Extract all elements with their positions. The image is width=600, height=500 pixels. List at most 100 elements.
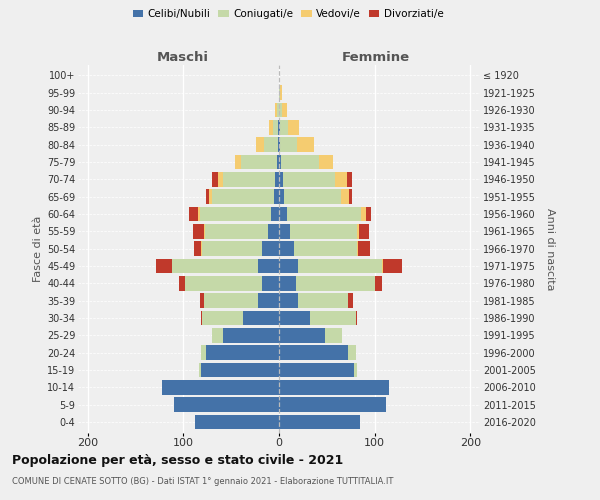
Bar [361, 206, 366, 222]
Bar [280, 120, 287, 135]
Bar [325, 328, 342, 343]
Bar [278, 120, 279, 135]
Bar [209, 190, 212, 204]
Text: Maschi: Maschi [157, 51, 209, 64]
Bar [341, 190, 349, 204]
Bar [279, 154, 281, 170]
Bar [189, 206, 197, 222]
Bar [283, 172, 335, 187]
Bar [366, 206, 371, 222]
Bar [290, 224, 358, 239]
Bar [223, 172, 275, 187]
Bar [262, 276, 279, 291]
Bar [218, 172, 223, 187]
Bar [205, 294, 258, 308]
Bar [278, 138, 279, 152]
Bar [174, 398, 279, 412]
Bar [212, 328, 223, 343]
Bar [279, 414, 361, 430]
Bar [275, 172, 279, 187]
Bar [273, 120, 278, 135]
Bar [256, 138, 263, 152]
Bar [358, 242, 370, 256]
Bar [275, 102, 277, 118]
Bar [179, 276, 185, 291]
Bar [279, 362, 353, 378]
Bar [212, 172, 218, 187]
Bar [279, 294, 298, 308]
Bar [298, 258, 382, 274]
Bar [284, 190, 341, 204]
Bar [282, 102, 287, 118]
Bar [279, 380, 389, 395]
Bar [271, 206, 279, 222]
Bar [172, 258, 258, 274]
Bar [279, 102, 282, 118]
Bar [200, 362, 279, 378]
Bar [202, 242, 262, 256]
Bar [280, 138, 297, 152]
Bar [279, 398, 386, 412]
Bar [295, 242, 356, 256]
Bar [279, 172, 283, 187]
Bar [263, 138, 278, 152]
Y-axis label: Fasce di età: Fasce di età [32, 216, 43, 282]
Bar [269, 120, 273, 135]
Bar [348, 294, 353, 308]
Bar [193, 224, 205, 239]
Bar [258, 258, 279, 274]
Text: COMUNE DI CENATE SOTTO (BG) - Dati ISTAT 1° gennaio 2021 - Elaborazione TUTTITAL: COMUNE DI CENATE SOTTO (BG) - Dati ISTAT… [12, 478, 394, 486]
Bar [279, 190, 284, 204]
Bar [212, 190, 274, 204]
Bar [277, 154, 279, 170]
Bar [375, 276, 382, 291]
Bar [287, 120, 299, 135]
Bar [349, 190, 352, 204]
Bar [279, 276, 296, 291]
Bar [157, 258, 172, 274]
Bar [356, 310, 358, 326]
Bar [279, 242, 295, 256]
Bar [262, 242, 279, 256]
Bar [235, 154, 241, 170]
Bar [287, 206, 361, 222]
Bar [382, 258, 383, 274]
Bar [268, 224, 279, 239]
Bar [359, 224, 369, 239]
Bar [298, 294, 348, 308]
Bar [279, 120, 280, 135]
Bar [358, 224, 359, 239]
Bar [274, 190, 279, 204]
Bar [281, 154, 319, 170]
Bar [279, 224, 290, 239]
Bar [185, 276, 262, 291]
Bar [195, 414, 279, 430]
Bar [348, 346, 356, 360]
Bar [194, 242, 202, 256]
Text: Femmine: Femmine [341, 51, 410, 64]
Bar [279, 206, 287, 222]
Bar [296, 276, 375, 291]
Bar [335, 172, 347, 187]
Bar [206, 346, 279, 360]
Bar [205, 224, 268, 239]
Y-axis label: Anni di nascita: Anni di nascita [545, 208, 555, 290]
Bar [200, 310, 202, 326]
Bar [279, 310, 310, 326]
Bar [279, 138, 280, 152]
Bar [200, 206, 271, 222]
Bar [310, 310, 356, 326]
Bar [199, 362, 200, 378]
Bar [279, 258, 298, 274]
Bar [277, 102, 279, 118]
Bar [353, 362, 356, 378]
Bar [162, 380, 279, 395]
Bar [279, 86, 280, 100]
Bar [279, 328, 325, 343]
Text: Popolazione per età, sesso e stato civile - 2021: Popolazione per età, sesso e stato civil… [12, 454, 343, 467]
Bar [297, 138, 314, 152]
Bar [279, 346, 348, 360]
Bar [206, 190, 209, 204]
Legend: Celibi/Nubili, Coniugati/e, Vedovi/e, Divorziati/e: Celibi/Nubili, Coniugati/e, Vedovi/e, Di… [128, 5, 448, 24]
Bar [223, 328, 279, 343]
